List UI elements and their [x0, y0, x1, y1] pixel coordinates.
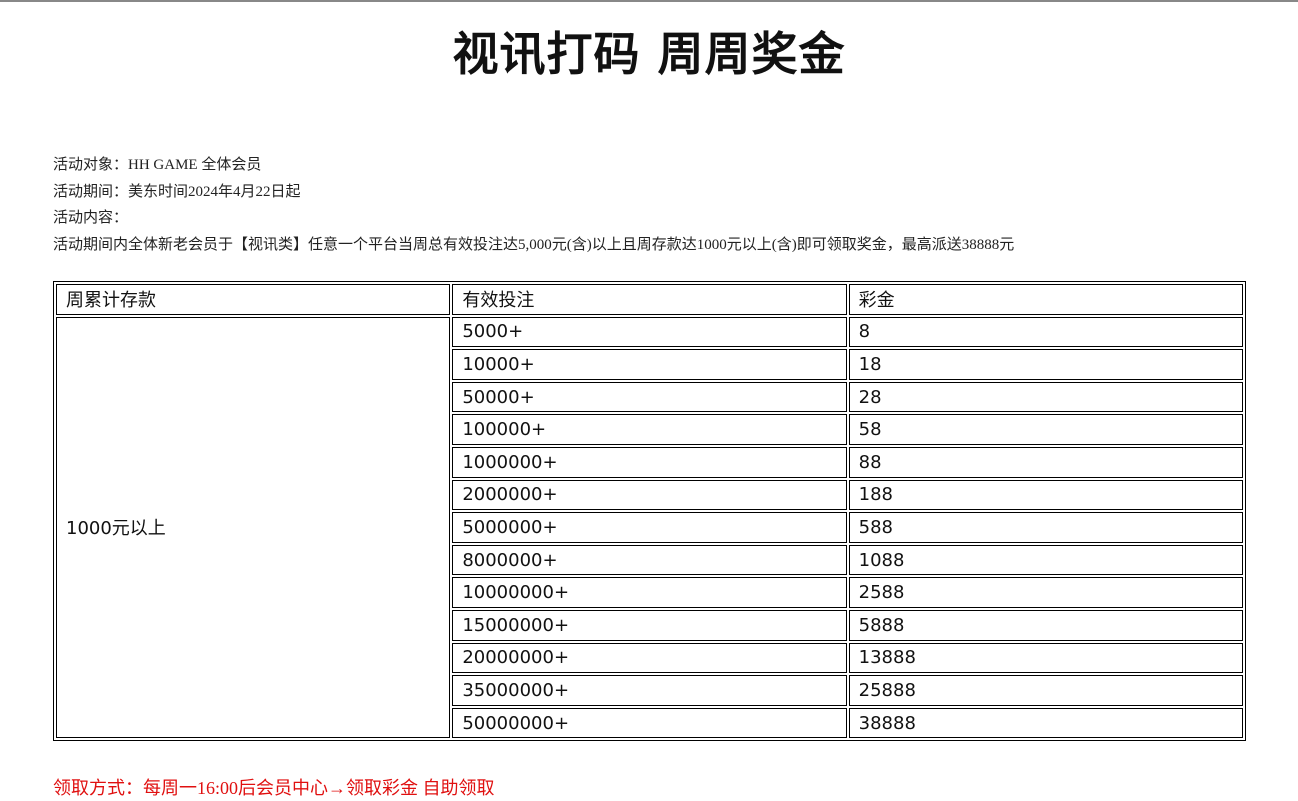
bet-cell: 50000+	[452, 381, 847, 413]
bet-cell: 8000000+	[452, 544, 847, 576]
table-row: 5000000+ 588	[56, 512, 1243, 543]
deposit-cell: 1000元以上	[56, 316, 451, 739]
info-target: 活动对象：HH GAME 全体会员	[53, 157, 262, 173]
header-bet: 有效投注	[452, 284, 847, 315]
bet-cell: 1000000+	[452, 446, 847, 478]
info-content-label: 活动内容：	[53, 210, 129, 226]
table-row: 20000000+ 13888	[56, 642, 1243, 674]
table-row: 100000+ 58	[56, 414, 1243, 445]
info-content: 活动期间内全体新老会员于【视讯类】任意一个平台当周总有效投注达5,000元(含)…	[53, 236, 1015, 253]
bonus-cell: 28	[848, 381, 1243, 413]
bonus-cell: 8	[848, 316, 1243, 348]
header-bonus: 彩金	[848, 284, 1243, 315]
bet-cell: 10000+	[452, 349, 847, 380]
table-row: 8000000+ 1088	[56, 544, 1243, 576]
bonus-cell: 5888	[848, 609, 1243, 641]
table-row: 50000+ 28	[56, 381, 1243, 413]
table-row: 2000000+ 188	[56, 479, 1243, 511]
table-row: 10000000+ 2588	[56, 577, 1243, 608]
bonus-cell: 588	[848, 512, 1243, 543]
page-title: 视讯打码 周周奖金	[452, 27, 846, 81]
activity-info: 活动对象：HH GAME 全体会员 活动期间：美东时间2024年4月22日起 活…	[53, 152, 1014, 258]
claim-label: 领取方式：	[53, 778, 143, 799]
table-header-row: 周累计存款 有效投注 彩金	[56, 284, 1243, 315]
table-row: 35000000+ 25888	[56, 675, 1243, 706]
table-row: 1000000+ 88	[56, 446, 1243, 478]
header-deposit: 周累计存款	[56, 284, 451, 315]
bonus-cell: 13888	[848, 642, 1243, 674]
bet-cell: 100000+	[452, 414, 847, 445]
table-row: 10000+ 18	[56, 349, 1243, 380]
bonus-cell: 1088	[848, 544, 1243, 576]
bet-cell: 5000000+	[452, 512, 847, 543]
bet-cell: 15000000+	[452, 609, 847, 641]
bonus-cell: 188	[848, 479, 1243, 511]
claim-value: 每周一16:00后会员中心→领取彩金 自助领取	[143, 778, 495, 798]
claim-method: 领取方式：每周一16:00后会员中心→领取彩金 自助领取	[53, 774, 495, 800]
bonus-cell: 88	[848, 446, 1243, 478]
bet-cell: 50000000+	[452, 707, 847, 739]
table-row: 15000000+ 5888	[56, 609, 1243, 641]
bonus-cell: 38888	[848, 707, 1243, 739]
bonus-cell: 58	[848, 414, 1243, 445]
bonus-cell: 18	[848, 349, 1243, 380]
bonus-cell: 2588	[848, 577, 1243, 608]
bet-cell: 20000000+	[452, 642, 847, 674]
table-row: 1000元以上 5000+ 8	[56, 316, 1243, 739]
bonus-table: 周累计存款 有效投注 彩金 1000元以上 5000+ 8 10000+ 18 50000…	[53, 281, 1246, 742]
bet-cell: 10000000+	[452, 577, 847, 608]
bet-cell: 5000+	[452, 316, 847, 348]
bet-cell: 35000000+	[452, 675, 847, 706]
table-row: 50000000+ 38888	[56, 707, 1243, 739]
bet-cell: 2000000+	[452, 479, 847, 511]
info-period: 活动期间：美东时间2024年4月22日起	[53, 183, 301, 200]
bonus-cell: 25888	[848, 675, 1243, 706]
